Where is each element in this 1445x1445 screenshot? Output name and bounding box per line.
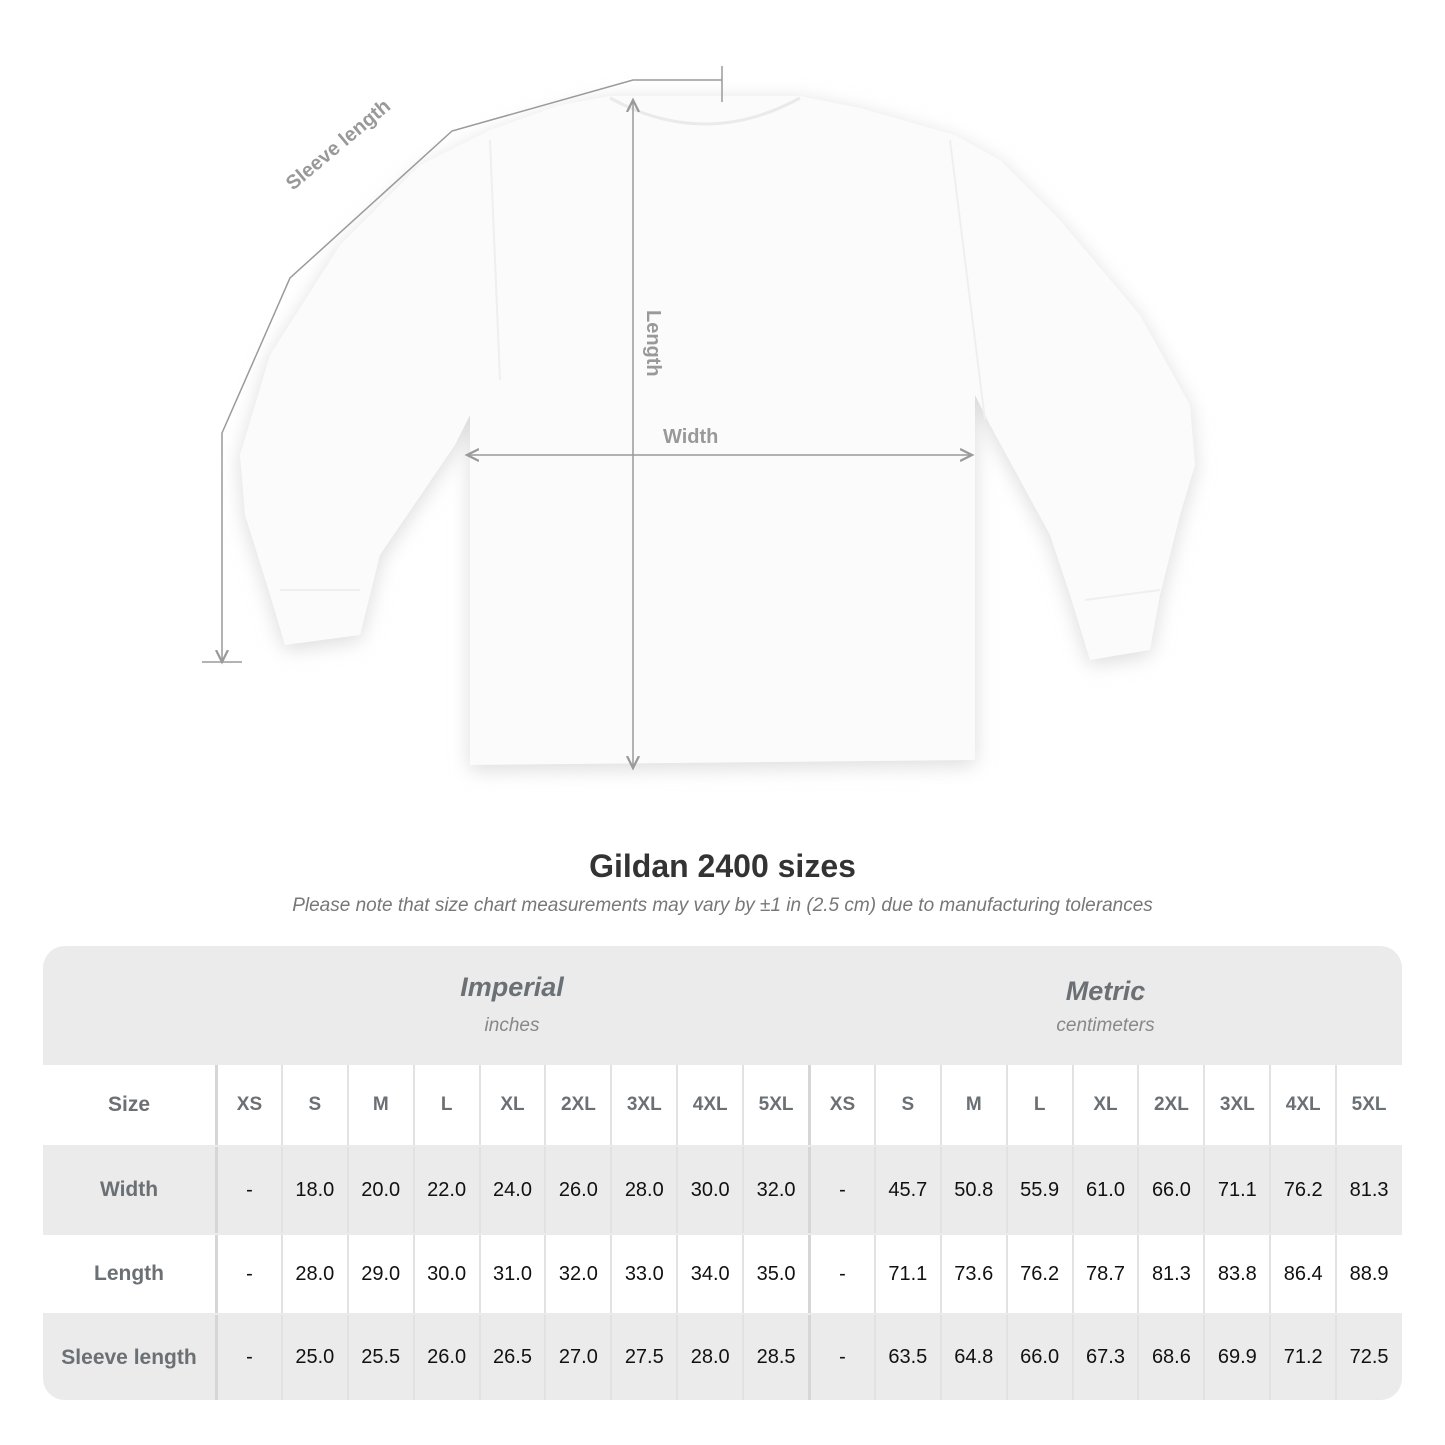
- imperial-size-header: 2XL: [544, 1065, 610, 1145]
- metric-size-header: M: [939, 1065, 1006, 1145]
- row-label: Sleeve length: [61, 1345, 197, 1369]
- table-row: Length -28.0 29.0 30.0 31.0 32.0 33.0 34.0 35.0-…: [43, 1235, 1402, 1313]
- metric-size-header: XL: [1071, 1065, 1138, 1145]
- imperial-size-header: S: [280, 1065, 347, 1145]
- metric-value-cell: 71.2: [1269, 1315, 1335, 1400]
- imperial-value-cell: 25.0: [280, 1315, 347, 1400]
- metric-value-cell: 88.9: [1335, 1235, 1401, 1313]
- size-table: Imperial inches Metric centimeters Size X…: [43, 946, 1402, 1400]
- metric-value-cell: 71.1: [1203, 1147, 1269, 1233]
- metric-value-cell: -: [808, 1315, 874, 1400]
- imperial-value-cell: 28.0: [610, 1147, 676, 1233]
- imperial-value-cell: 24.0: [478, 1147, 545, 1233]
- imperial-value-cell: -: [215, 1147, 281, 1233]
- imperial-title: Imperial: [460, 972, 564, 1002]
- imperial-value-cell: 18.0: [280, 1147, 347, 1233]
- imperial-size-header: 4XL: [676, 1065, 742, 1145]
- imperial-size-header: 3XL: [610, 1065, 676, 1145]
- size-header-row: Size XS S M L XL 2XL 3XL 4XL 5XL XS S M L XL 2XL 3XL 4XL 5…: [43, 1065, 1402, 1145]
- metric-size-header: 2XL: [1137, 1065, 1203, 1145]
- imperial-size-header: XL: [478, 1065, 545, 1145]
- metric-value-cell: 81.3: [1335, 1147, 1401, 1233]
- imperial-value-cell: 28.0: [676, 1315, 742, 1400]
- metric-value-cell: 55.9: [1005, 1147, 1072, 1233]
- table-row: Sleeve length -25.0 25.5 26.0 26.5 27.0 27.5 28…: [43, 1315, 1402, 1400]
- metric-unit: centimeters: [1056, 1015, 1155, 1036]
- metric-value-cell: 66.0: [1005, 1315, 1072, 1400]
- imperial-value-cell: 30.0: [676, 1147, 742, 1233]
- tolerance-note: Please note that size chart measurements…: [292, 895, 1153, 916]
- sleeve-length-measure-line: [202, 66, 723, 662]
- imperial-value-cell: 35.0: [742, 1235, 808, 1313]
- imperial-value-cell: 26.0: [412, 1315, 479, 1400]
- metric-value-cell: -: [808, 1147, 874, 1233]
- imperial-value-cell: 28.5: [742, 1315, 808, 1400]
- metric-size-header: 4XL: [1269, 1065, 1335, 1145]
- metric-value-cell: 63.5: [873, 1315, 940, 1400]
- metric-value-cell: 61.0: [1071, 1147, 1138, 1233]
- metric-size-header: XS: [808, 1065, 874, 1145]
- metric-value-cell: 50.8: [939, 1147, 1006, 1233]
- imperial-size-header: M: [346, 1065, 413, 1145]
- metric-value-cell: 72.5: [1335, 1315, 1401, 1400]
- metric-value-cell: -: [808, 1235, 874, 1313]
- imperial-value-cell: 26.5: [478, 1315, 545, 1400]
- imperial-value-cell: 27.5: [610, 1315, 676, 1400]
- metric-value-cell: 71.1: [873, 1235, 940, 1313]
- table-row: Width -18.0 20.0 22.0 24.0 26.0 28.0 30.0 32.0-4…: [43, 1147, 1402, 1233]
- imperial-value-cell: 31.0: [478, 1235, 545, 1313]
- row-label: Length: [94, 1262, 164, 1285]
- metric-value-cell: 67.3: [1071, 1315, 1138, 1400]
- metric-value-cell: 86.4: [1269, 1235, 1335, 1313]
- metric-value-cell: 81.3: [1137, 1235, 1203, 1313]
- metric-value-cell: 76.2: [1269, 1147, 1335, 1233]
- metric-value-cell: 69.9: [1203, 1315, 1269, 1400]
- imperial-value-cell: 32.0: [742, 1147, 808, 1233]
- imperial-size-header: 5XL: [742, 1065, 808, 1145]
- imperial-value-cell: 33.0: [610, 1235, 676, 1313]
- metric-size-header: 5XL: [1335, 1065, 1401, 1145]
- row-label: Width: [99, 1178, 159, 1201]
- metric-size-header: S: [873, 1065, 940, 1145]
- metric-value-cell: 66.0: [1137, 1147, 1203, 1233]
- imperial-value-cell: 30.0: [412, 1235, 479, 1313]
- imperial-unit: inches: [484, 1015, 540, 1036]
- imperial-value-cell: 25.5: [346, 1315, 413, 1400]
- imperial-value-cell: 29.0: [346, 1235, 413, 1313]
- imperial-size-header: L: [412, 1065, 479, 1145]
- imperial-value-cell: 22.0: [412, 1147, 479, 1233]
- imperial-value-cell: -: [215, 1315, 281, 1400]
- metric-value-cell: 76.2: [1005, 1235, 1072, 1313]
- metric-size-header: L: [1005, 1065, 1072, 1145]
- imperial-header: Imperial inches: [215, 946, 809, 1063]
- imperial-value-cell: 20.0: [346, 1147, 413, 1233]
- metric-value-cell: 45.7: [873, 1147, 940, 1233]
- imperial-value-cell: -: [215, 1235, 281, 1313]
- metric-value-cell: 83.8: [1203, 1235, 1269, 1313]
- shirt-shape: [240, 96, 1195, 770]
- length-label: Length: [642, 310, 664, 377]
- metric-value-cell: 68.6: [1137, 1315, 1203, 1400]
- imperial-value-cell: 34.0: [676, 1235, 742, 1313]
- page-title: Gildan 2400 sizes: [589, 848, 856, 884]
- imperial-value-cell: 26.0: [544, 1147, 610, 1233]
- imperial-size-header: XS: [215, 1065, 281, 1145]
- metric-size-header: 3XL: [1203, 1065, 1269, 1145]
- metric-title: Metric: [1065, 976, 1146, 1006]
- imperial-value-cell: 27.0: [544, 1315, 610, 1400]
- width-label: Width: [663, 426, 719, 448]
- imperial-value-cell: 28.0: [280, 1235, 347, 1313]
- shirt-diagram: [202, 66, 1195, 800]
- metric-value-cell: 78.7: [1071, 1235, 1138, 1313]
- imperial-value-cell: 32.0: [544, 1235, 610, 1313]
- metric-value-cell: 73.6: [939, 1235, 1006, 1313]
- row-label: Size: [107, 1093, 151, 1116]
- metric-value-cell: 64.8: [939, 1315, 1006, 1400]
- metric-header: Metric centimeters: [809, 946, 1402, 1063]
